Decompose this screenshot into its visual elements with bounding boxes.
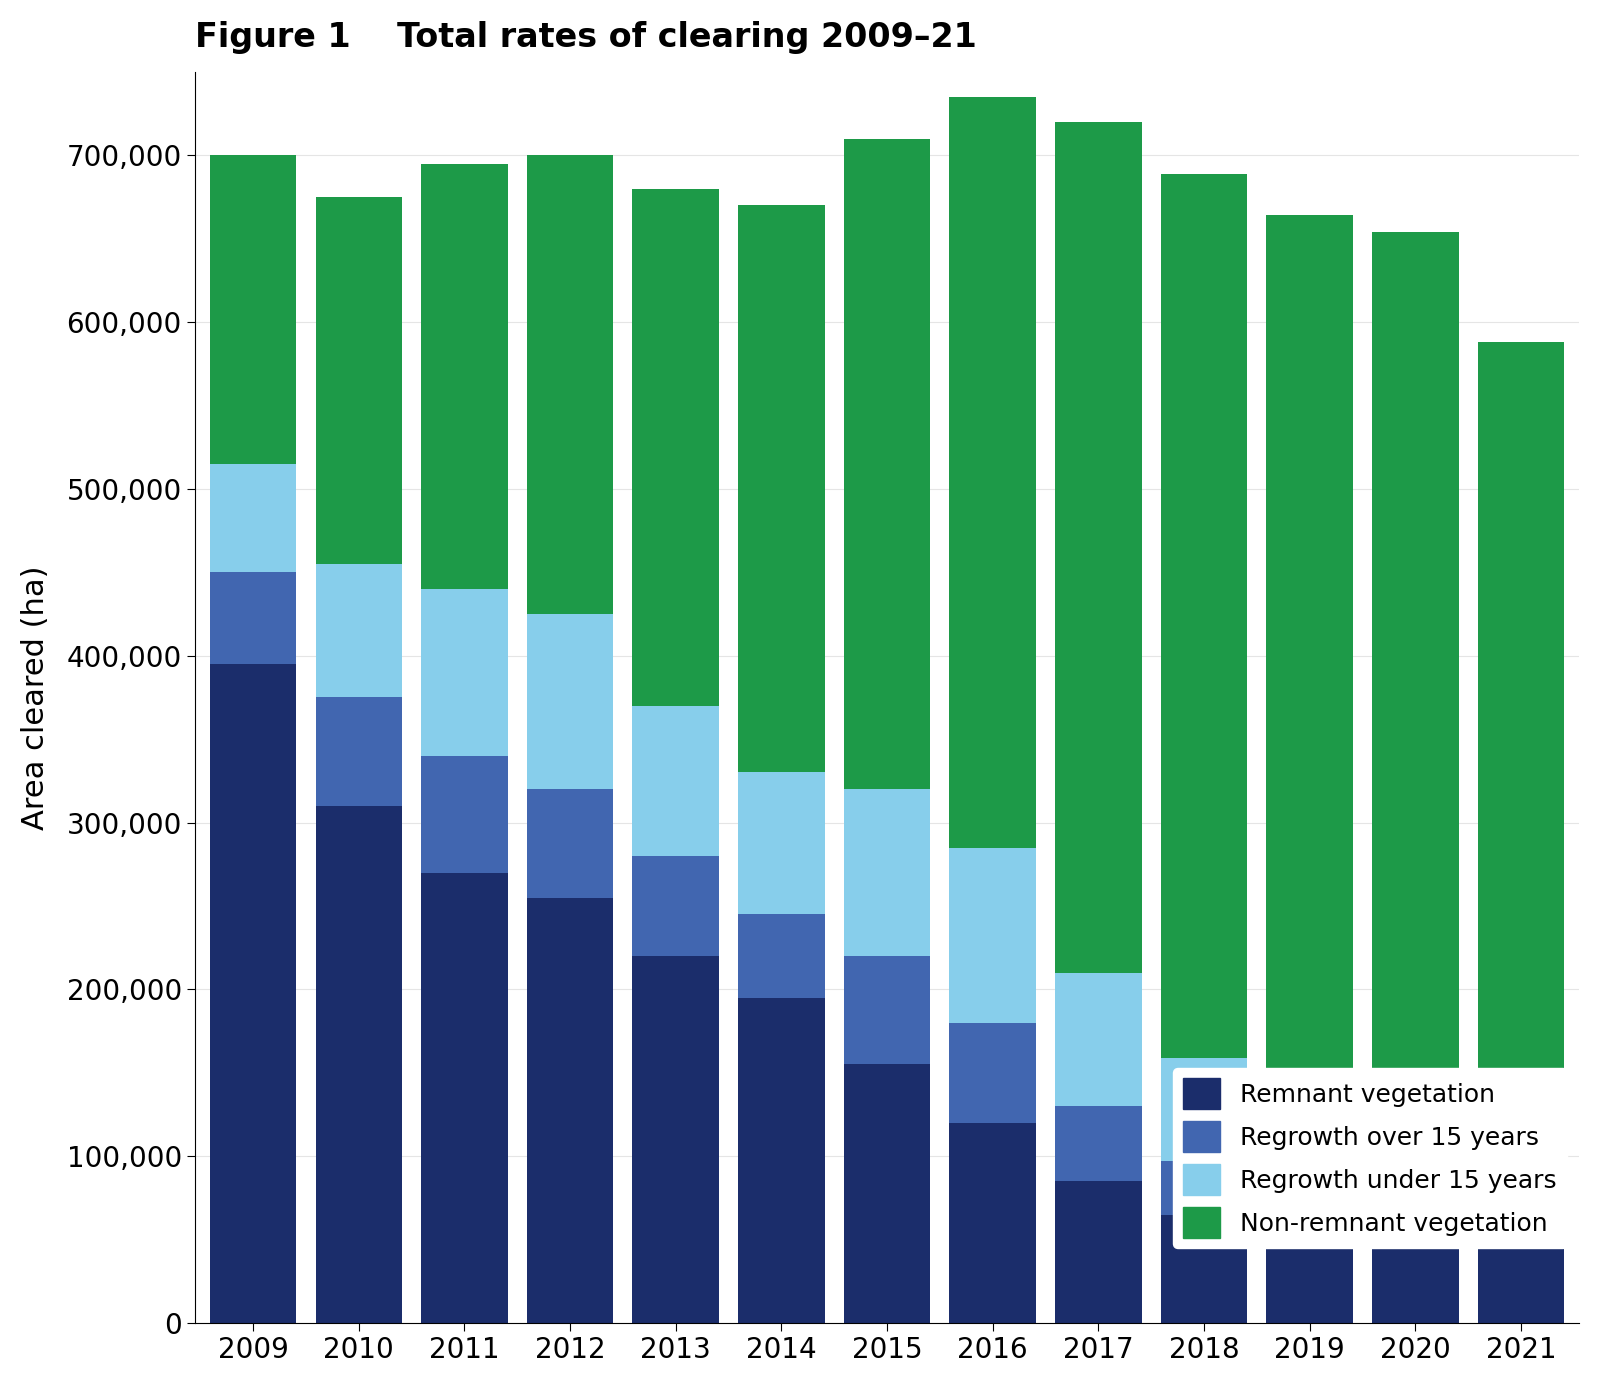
Text: Figure 1    Total rates of clearing 2009–21: Figure 1 Total rates of clearing 2009–21	[195, 21, 978, 54]
Bar	[315, 564, 402, 698]
Bar	[421, 873, 507, 1323]
Bar	[843, 956, 931, 1065]
Bar	[949, 97, 1037, 848]
Bar	[210, 663, 296, 1323]
Legend: Remnant vegetation, Regrowth over 15 years, Regrowth under 15 years, Non-remnant: Remnant vegetation, Regrowth over 15 yea…	[1173, 1068, 1566, 1248]
Bar	[1478, 1248, 1565, 1323]
Bar	[526, 789, 613, 897]
Bar	[1478, 342, 1565, 1159]
Bar	[1267, 1231, 1354, 1323]
Bar	[315, 806, 402, 1323]
Bar	[1373, 1240, 1459, 1323]
Bar	[1160, 173, 1248, 1058]
Bar	[843, 1065, 931, 1323]
Bar	[949, 848, 1037, 1022]
Bar	[1160, 1161, 1248, 1215]
Bar	[1160, 1215, 1248, 1323]
Bar	[315, 197, 402, 564]
Bar	[1478, 1159, 1565, 1217]
Bar	[210, 155, 296, 464]
Y-axis label: Area cleared (ha): Area cleared (ha)	[21, 565, 50, 830]
Bar	[1054, 1107, 1142, 1181]
Bar	[526, 155, 613, 614]
Bar	[738, 914, 824, 997]
Bar	[632, 188, 718, 706]
Bar	[1267, 1186, 1354, 1231]
Bar	[526, 897, 613, 1323]
Bar	[1373, 231, 1459, 1125]
Bar	[421, 589, 507, 756]
Bar	[1054, 122, 1142, 972]
Bar	[1267, 1100, 1354, 1186]
Bar	[1160, 1058, 1248, 1161]
Bar	[1267, 215, 1354, 1100]
Bar	[210, 464, 296, 572]
Bar	[1478, 1217, 1565, 1248]
Bar	[843, 789, 931, 956]
Bar	[526, 614, 613, 789]
Bar	[1054, 972, 1142, 1107]
Bar	[1054, 1181, 1142, 1323]
Bar	[421, 163, 507, 589]
Bar	[632, 956, 718, 1323]
Bar	[1373, 1125, 1459, 1202]
Bar	[632, 856, 718, 956]
Bar	[421, 756, 507, 873]
Bar	[632, 706, 718, 856]
Bar	[949, 1022, 1037, 1123]
Bar	[738, 773, 824, 914]
Bar	[1373, 1202, 1459, 1240]
Bar	[315, 698, 402, 806]
Bar	[949, 1123, 1037, 1323]
Bar	[738, 205, 824, 773]
Bar	[210, 572, 296, 663]
Bar	[738, 997, 824, 1323]
Bar	[843, 138, 931, 789]
